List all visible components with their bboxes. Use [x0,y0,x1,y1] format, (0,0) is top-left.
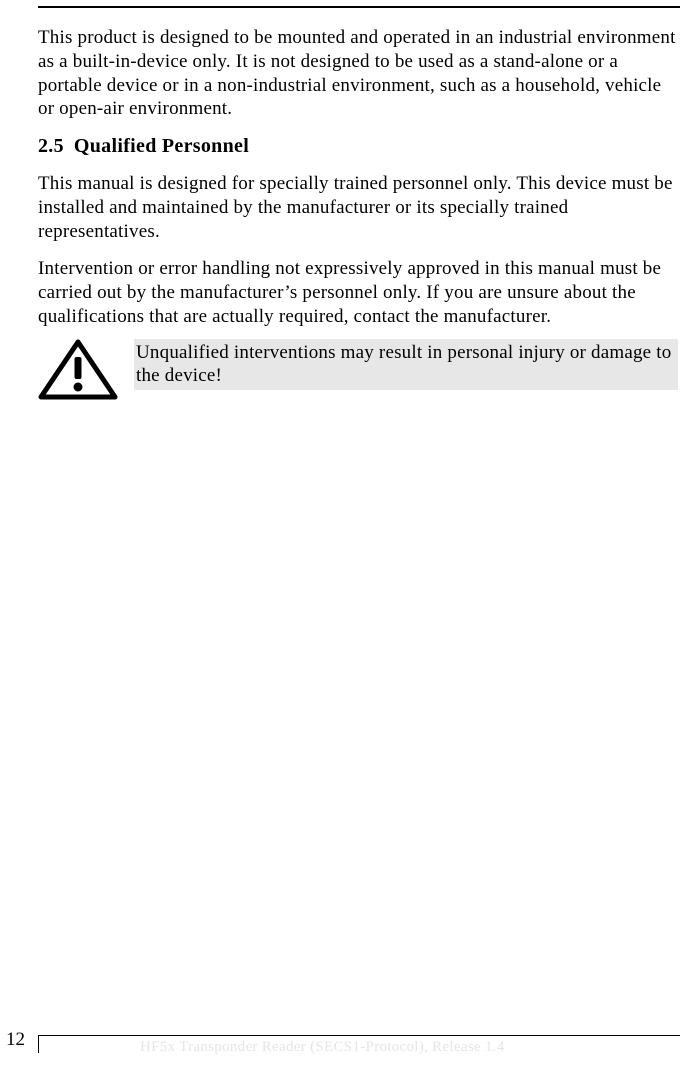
section-title: Qualified Personnel [74,135,249,157]
footer-tick [38,1035,39,1053]
section-number: 2.5 [38,135,64,158]
page-number: 12 [6,1029,25,1051]
warning-box: Unqualified interventions may result in … [38,339,678,401]
footer-rule [38,1035,680,1036]
top-rule [38,6,680,8]
warning-icon [38,339,134,401]
page: This product is designed to be mounted a… [0,0,680,1091]
intro-paragraph: This product is designed to be mounted a… [38,26,678,121]
footer-text: HF5x Transponder Reader (SECS1-Protocol)… [140,1039,505,1056]
content-area: This product is designed to be mounted a… [38,26,678,401]
body-paragraph-2: Intervention or error handling not expre… [38,257,678,328]
warning-text: Unqualified interventions may result in … [134,339,678,391]
footer: 12 HF5x Transponder Reader (SECS1-Protoc… [0,1029,680,1069]
section-heading: 2.5 Qualified Personnel [38,135,678,158]
body-paragraph-1: This manual is designed for specially tr… [38,172,678,243]
